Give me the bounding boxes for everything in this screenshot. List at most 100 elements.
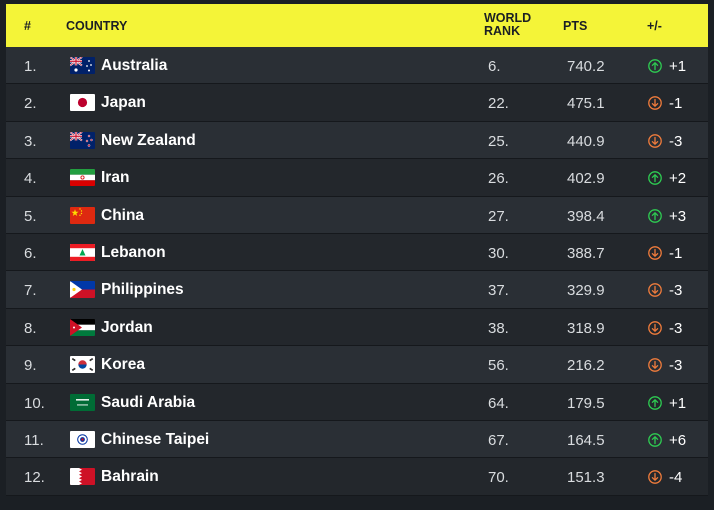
country-name[interactable]: Saudi Arabia <box>101 393 196 411</box>
world-rank: 64. <box>488 394 509 412</box>
saudi-arabia-flag-icon <box>70 393 95 411</box>
arrow-up-circle-icon <box>648 433 662 447</box>
country-name[interactable]: Iran <box>101 169 130 187</box>
country-name[interactable]: New Zealand <box>101 131 196 149</box>
row-rank: 7. <box>24 282 37 300</box>
row-rank: 2. <box>24 95 37 113</box>
lebanon-flag-icon <box>70 243 95 261</box>
country-name[interactable]: China <box>101 206 145 224</box>
rank-change: -3 <box>669 357 683 375</box>
world-rank: 27. <box>488 207 509 225</box>
world-rank: 6. <box>488 58 501 75</box>
world-rank: 37. <box>488 282 509 300</box>
row-rank: 10. <box>24 394 45 412</box>
world-rank: 26. <box>488 170 509 188</box>
country-name[interactable]: Philippines <box>101 281 184 299</box>
arrow-down-circle-icon <box>648 246 662 260</box>
country-name[interactable]: Japan <box>101 94 146 112</box>
points: 164.5 <box>567 431 605 449</box>
world-rank: 56. <box>488 357 509 375</box>
table-row[interactable]: 2. Japan 22. 475.1 -1 <box>6 84 708 122</box>
new-zealand-flag-icon <box>70 131 95 149</box>
iran-flag-icon <box>70 169 95 187</box>
rank-change: -3 <box>669 319 683 337</box>
header-pts[interactable]: PTS <box>563 19 588 33</box>
table-row[interactable]: 12. Bahrain 70. 151.3 -4 <box>6 458 708 496</box>
table-row[interactable]: 10. Saudi Arabia 64. 179.5 +1 <box>6 383 708 421</box>
world-rank: 22. <box>488 95 509 113</box>
arrow-up-circle-icon <box>648 208 662 223</box>
chinese-taipei-flag-icon <box>70 430 95 448</box>
table-row[interactable]: 4. Iran 26. 402.9 +2 <box>6 159 708 197</box>
points: 151.3 <box>567 469 605 487</box>
japan-flag-icon <box>70 94 95 112</box>
table-body: 1. Australia 6. 740.2 +1 2. Japan 22. 47… <box>6 47 708 496</box>
row-rank: 1. <box>24 58 37 75</box>
points: 475.1 <box>567 95 605 113</box>
rank-change: -1 <box>669 244 683 262</box>
country-name[interactable]: Australia <box>101 57 168 74</box>
rank-change: -3 <box>669 282 683 300</box>
arrow-down-circle-icon <box>648 470 662 485</box>
row-rank: 9. <box>24 357 37 375</box>
country-name[interactable]: Korea <box>101 356 145 374</box>
points: 440.9 <box>567 132 605 150</box>
row-rank: 6. <box>24 244 37 262</box>
australia-flag-icon <box>70 57 95 74</box>
bahrain-flag-icon <box>70 468 95 486</box>
china-flag-icon <box>70 206 95 224</box>
country-name[interactable]: Bahrain <box>101 468 159 486</box>
country-name[interactable]: Chinese Taipei <box>101 430 210 448</box>
table-row[interactable]: 5. China 27. 398.4 +3 <box>6 196 708 234</box>
world-rank: 70. <box>488 469 509 487</box>
jordan-flag-icon <box>70 318 95 336</box>
row-rank: 8. <box>24 319 37 337</box>
rank-change: +1 <box>669 394 687 412</box>
arrow-down-circle-icon <box>648 283 662 298</box>
table-row[interactable]: 8. Jordan 38. 318.9 -3 <box>6 308 708 347</box>
table-row[interactable]: 9. Korea 56. 216.2 -3 <box>6 346 708 384</box>
world-rank: 30. <box>488 244 509 262</box>
table-row[interactable]: 1. Australia 6. 740.2 +1 <box>6 47 708 85</box>
table-row[interactable]: 11. Chinese Taipei 67. 164.5 +6 <box>6 420 708 459</box>
left-edge <box>0 0 6 510</box>
points: 216.2 <box>567 357 605 375</box>
table-row[interactable]: 6. Lebanon 30. 388.7 -1 <box>6 233 708 272</box>
world-rank: 67. <box>488 431 509 449</box>
right-edge <box>708 0 714 510</box>
table-row[interactable]: 3. New Zealand 25. 440.9 -3 <box>6 121 708 160</box>
header-rank[interactable]: # <box>24 19 31 33</box>
world-rank: 25. <box>488 132 509 150</box>
arrow-up-circle-icon <box>648 171 662 186</box>
points: 329.9 <box>567 282 605 300</box>
points: 388.7 <box>567 244 605 262</box>
row-rank: 3. <box>24 132 37 150</box>
rank-change: +6 <box>669 431 687 449</box>
header-change[interactable]: +/- <box>647 19 662 33</box>
header-world-rank[interactable]: WORLD RANK <box>484 12 531 38</box>
korea-flag-icon <box>70 356 95 374</box>
points: 402.9 <box>567 170 605 188</box>
header-world-rank-line1: WORLD <box>484 11 532 25</box>
arrow-down-circle-icon <box>648 320 662 335</box>
country-name[interactable]: Lebanon <box>101 243 166 261</box>
row-rank: 4. <box>24 170 37 188</box>
points: 179.5 <box>567 394 605 412</box>
table-row[interactable]: 7. Philippines 37. 329.9 -3 <box>6 271 708 309</box>
philippines-flag-icon <box>70 281 95 299</box>
rank-change: -4 <box>669 469 683 487</box>
row-rank: 12. <box>24 469 45 487</box>
ranking-table: # COUNTRY WORLD RANK PTS +/- 1. Australi… <box>6 4 708 496</box>
table-header: # COUNTRY WORLD RANK PTS +/- <box>6 4 708 47</box>
world-rank: 38. <box>488 319 509 337</box>
rank-change: +2 <box>669 170 687 188</box>
row-rank: 11. <box>24 431 44 449</box>
arrow-up-circle-icon <box>648 395 662 410</box>
rank-change: -3 <box>669 132 683 150</box>
points: 398.4 <box>567 207 605 225</box>
points: 740.2 <box>567 58 605 75</box>
header-country[interactable]: COUNTRY <box>66 19 128 33</box>
country-name[interactable]: Jordan <box>101 318 153 336</box>
arrow-down-circle-icon <box>648 133 662 148</box>
rank-change: +1 <box>669 58 687 75</box>
